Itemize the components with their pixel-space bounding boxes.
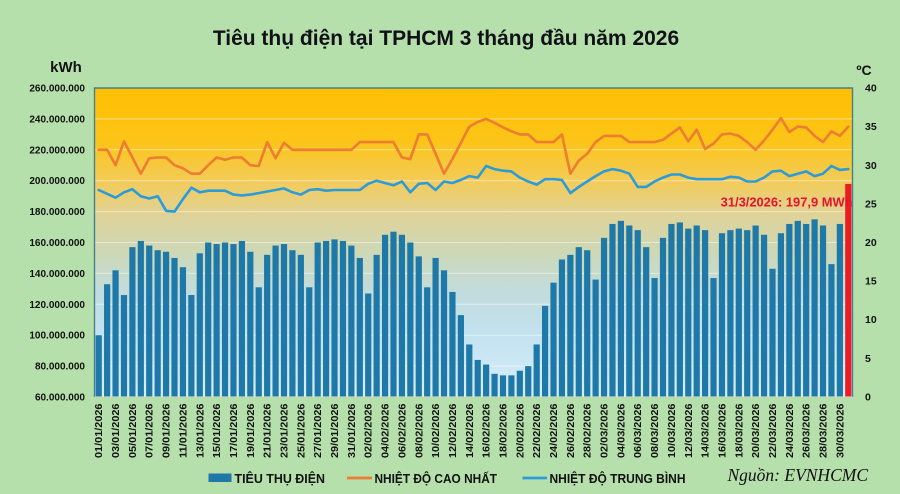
svg-text:29/01/2026: 29/01/2026 bbox=[330, 403, 341, 458]
svg-text:35: 35 bbox=[865, 121, 877, 133]
svg-text:08/03/2026: 08/03/2026 bbox=[650, 403, 661, 458]
svg-text:40: 40 bbox=[865, 83, 877, 95]
svg-text:02/03/2026: 02/03/2026 bbox=[600, 403, 611, 458]
svg-text:19/01/2026: 19/01/2026 bbox=[246, 403, 257, 458]
svg-text:21/01/2026: 21/01/2026 bbox=[263, 403, 274, 458]
svg-text:08/02/2026: 08/02/2026 bbox=[414, 403, 425, 458]
svg-text:TIÊU THỤ ĐIỆN: TIÊU THỤ ĐIỆN bbox=[235, 471, 326, 486]
svg-text:12/03/2026: 12/03/2026 bbox=[684, 403, 695, 458]
svg-text:100.000.000: 100.000.000 bbox=[29, 331, 85, 342]
svg-text:0: 0 bbox=[865, 392, 871, 404]
svg-text:260.000.000: 260.000.000 bbox=[29, 84, 85, 95]
svg-text:Tiêu thụ điện tại TPHCM 3 thán: Tiêu thụ điện tại TPHCM 3 tháng đầu năm … bbox=[213, 27, 679, 50]
svg-text:27/01/2026: 27/01/2026 bbox=[313, 403, 324, 458]
svg-text:23/01/2026: 23/01/2026 bbox=[280, 403, 291, 458]
svg-text:80.000.000: 80.000.000 bbox=[35, 362, 85, 373]
svg-text:06/02/2026: 06/02/2026 bbox=[397, 403, 408, 458]
svg-text:140.000.000: 140.000.000 bbox=[29, 269, 85, 280]
svg-text:17/01/2026: 17/01/2026 bbox=[229, 403, 240, 458]
svg-text:20/03/2026: 20/03/2026 bbox=[751, 403, 762, 458]
svg-text:20: 20 bbox=[865, 237, 877, 249]
svg-text:04/02/2026: 04/02/2026 bbox=[381, 403, 392, 458]
svg-text:15: 15 bbox=[865, 276, 877, 288]
svg-text:14/03/2026: 14/03/2026 bbox=[701, 403, 712, 458]
svg-text:28/03/2026: 28/03/2026 bbox=[819, 403, 830, 458]
svg-text:160.000.000: 160.000.000 bbox=[29, 238, 85, 249]
svg-text:NHIỆT ĐỘ CAO NHẤT: NHIỆT ĐỘ CAO NHẤT bbox=[375, 471, 498, 486]
svg-text:03/01/2026: 03/01/2026 bbox=[111, 403, 122, 458]
svg-text:13/01/2026: 13/01/2026 bbox=[195, 403, 206, 458]
svg-text:22/02/2026: 22/02/2026 bbox=[532, 403, 543, 458]
svg-text:24/03/2026: 24/03/2026 bbox=[785, 403, 796, 458]
svg-text:kWh: kWh bbox=[50, 59, 82, 76]
svg-text:16/03/2026: 16/03/2026 bbox=[718, 403, 729, 458]
svg-text:10/03/2026: 10/03/2026 bbox=[667, 403, 678, 458]
svg-text:18/02/2026: 18/02/2026 bbox=[499, 403, 510, 458]
svg-text:04/03/2026: 04/03/2026 bbox=[616, 403, 627, 458]
svg-text:26/03/2026: 26/03/2026 bbox=[802, 403, 813, 458]
svg-text:06/03/2026: 06/03/2026 bbox=[633, 403, 644, 458]
svg-text:NHIỆT ĐỘ TRUNG BÌNH: NHIỆT ĐỘ TRUNG BÌNH bbox=[550, 471, 686, 486]
svg-text:31/01/2026: 31/01/2026 bbox=[347, 403, 358, 458]
svg-text:11/01/2026: 11/01/2026 bbox=[178, 403, 189, 458]
svg-text:07/01/2026: 07/01/2026 bbox=[145, 403, 156, 458]
svg-text:20/02/2026: 20/02/2026 bbox=[515, 403, 526, 458]
svg-text:25/01/2026: 25/01/2026 bbox=[296, 403, 307, 458]
svg-text:28/02/2026: 28/02/2026 bbox=[583, 403, 594, 458]
svg-text:31/3/2026: 197,9 MWh: 31/3/2026: 197,9 MWh bbox=[721, 195, 853, 210]
svg-text:5: 5 bbox=[865, 353, 871, 365]
svg-text:180.000.000: 180.000.000 bbox=[29, 207, 85, 218]
svg-text:10: 10 bbox=[865, 314, 877, 326]
svg-text:240.000.000: 240.000.000 bbox=[29, 114, 85, 125]
svg-text:15/01/2026: 15/01/2026 bbox=[212, 403, 223, 458]
svg-text:220.000.000: 220.000.000 bbox=[29, 145, 85, 156]
svg-text:22/03/2026: 22/03/2026 bbox=[768, 403, 779, 458]
svg-text:14/02/2026: 14/02/2026 bbox=[465, 403, 476, 458]
svg-text:16/02/2026: 16/02/2026 bbox=[482, 403, 493, 458]
svg-text:30/03/2026: 30/03/2026 bbox=[835, 403, 846, 458]
svg-text:09/01/2026: 09/01/2026 bbox=[162, 403, 173, 458]
svg-text:05/01/2026: 05/01/2026 bbox=[128, 403, 139, 458]
svg-text:25: 25 bbox=[865, 198, 877, 210]
svg-text:ºC: ºC bbox=[856, 62, 871, 78]
svg-text:10/02/2026: 10/02/2026 bbox=[431, 403, 442, 458]
svg-text:12/02/2026: 12/02/2026 bbox=[448, 403, 459, 458]
svg-text:18/03/2026: 18/03/2026 bbox=[734, 403, 745, 458]
svg-text:02/02/2026: 02/02/2026 bbox=[364, 403, 375, 458]
svg-text:26/02/2026: 26/02/2026 bbox=[566, 403, 577, 458]
svg-text:24/02/2026: 24/02/2026 bbox=[549, 403, 560, 458]
svg-text:60.000.000: 60.000.000 bbox=[35, 393, 85, 404]
svg-text:01/01/2026: 01/01/2026 bbox=[94, 403, 105, 458]
svg-text:Nguồn: EVNHCMC: Nguồn: EVNHCMC bbox=[727, 465, 869, 485]
svg-text:30: 30 bbox=[865, 160, 877, 172]
svg-text:120.000.000: 120.000.000 bbox=[29, 300, 85, 311]
svg-text:200.000.000: 200.000.000 bbox=[29, 176, 85, 187]
